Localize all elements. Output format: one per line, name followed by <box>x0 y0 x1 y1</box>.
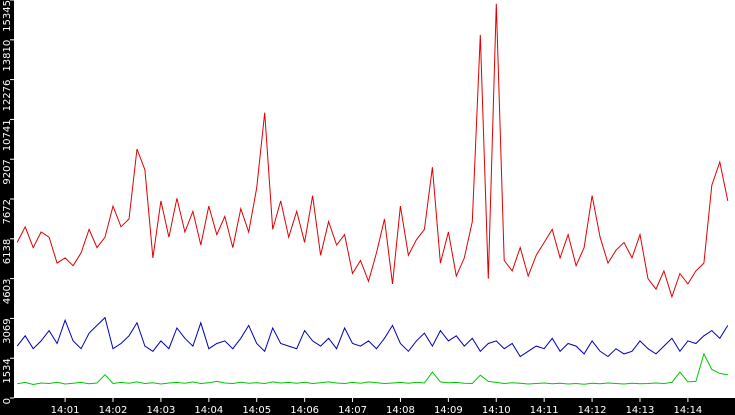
series-line <box>17 352 728 386</box>
y-tick-label: 7672 <box>2 199 13 224</box>
x-tick-label: 14:12 <box>578 405 607 415</box>
y-tick-label: 13810 <box>2 40 13 72</box>
y-tick-label: 3069 <box>2 318 13 343</box>
x-tick-label: 14:09 <box>434 405 463 415</box>
y-tick-label: 10741 <box>2 119 13 151</box>
x-tick-label: 14:05 <box>242 405 271 415</box>
x-tick-label: 14:14 <box>673 405 702 415</box>
x-tick-label: 14:10 <box>482 405 511 415</box>
x-tick-label: 14:11 <box>530 405 559 415</box>
x-axis-strip <box>0 398 735 415</box>
y-tick-label: 0 <box>2 398 13 404</box>
x-tick-label: 14:08 <box>386 405 415 415</box>
x-tick-label: 14:04 <box>194 405 223 415</box>
y-tick-label: 12276 <box>2 80 13 112</box>
y-tick-label: 4603 <box>2 279 13 304</box>
y-axis-strip <box>0 0 14 415</box>
x-tick-label: 14:01 <box>51 405 80 415</box>
y-tick-label: 1534 <box>2 358 13 383</box>
y-tick-label: 15345 <box>2 0 13 32</box>
y-tick-label: 9207 <box>2 159 13 184</box>
x-tick-label: 14:03 <box>147 405 176 415</box>
x-tick-label: 14:06 <box>290 405 319 415</box>
x-tick-label: 14:13 <box>626 405 655 415</box>
series-line <box>16 3 729 299</box>
y-tick-label: 6138 <box>2 239 13 264</box>
x-tick-label: 14:02 <box>99 405 128 415</box>
series-line <box>16 316 729 358</box>
x-tick-label: 14:07 <box>338 405 367 415</box>
